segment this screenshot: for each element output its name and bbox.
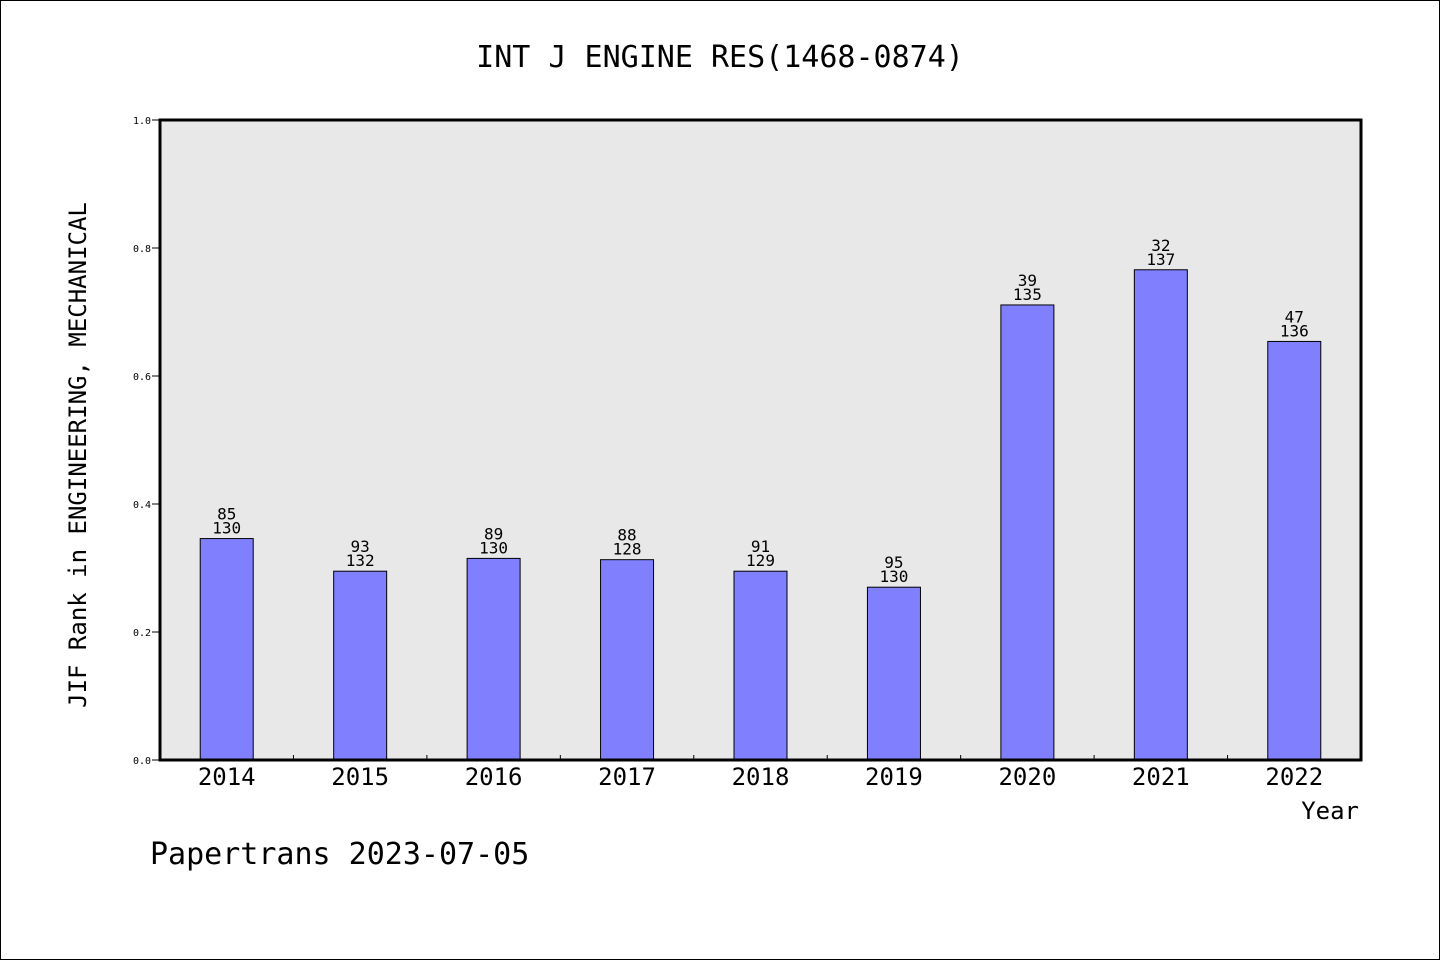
bar-total-label: 130 bbox=[212, 519, 241, 538]
bar-total-label: 129 bbox=[746, 551, 775, 570]
bar-2017 bbox=[600, 559, 655, 761]
bar-rank-label: 88 bbox=[617, 526, 636, 545]
bar-total-label: 135 bbox=[1013, 285, 1042, 304]
bar-2022 bbox=[1267, 340, 1322, 761]
x-tick-label: 2019 bbox=[865, 763, 923, 791]
y-axis: 0.0 0.2 0.4 0.6 0.8 1.0 bbox=[133, 116, 160, 767]
x-tick-label: 2018 bbox=[732, 763, 790, 791]
bar-2019 bbox=[866, 586, 921, 761]
plot-border bbox=[158, 118, 1363, 762]
y-tick-label: 0.2 bbox=[133, 628, 151, 639]
y-tick-label: 0.6 bbox=[133, 372, 151, 383]
bar-2016 bbox=[466, 557, 521, 761]
bar-2015 bbox=[333, 570, 388, 761]
x-tick-label: 2016 bbox=[465, 763, 523, 791]
bar-rank-label: 32 bbox=[1151, 236, 1170, 255]
bars bbox=[199, 269, 1322, 761]
bar-rank-label: 47 bbox=[1285, 307, 1304, 326]
x-tick-label: 2015 bbox=[331, 763, 389, 791]
x-tick-label: 2020 bbox=[998, 763, 1056, 791]
bar-total-label: 130 bbox=[879, 567, 908, 586]
bar-2020 bbox=[1000, 304, 1055, 761]
bar-rank-label: 93 bbox=[351, 537, 370, 556]
x-tick-label: 2022 bbox=[1265, 763, 1323, 791]
x-tick-label: 2021 bbox=[1132, 763, 1190, 791]
bar-rank-label: 95 bbox=[884, 553, 903, 572]
x-axis: 2014 2015 2016 2017 2018 2019 2020 2021 2022 bbox=[198, 755, 1323, 791]
x-tick-label: 2014 bbox=[198, 763, 256, 791]
bar-total-label: 128 bbox=[613, 540, 642, 559]
y-tick-label: 0.0 bbox=[133, 756, 151, 767]
bar-2014 bbox=[199, 538, 254, 761]
bar-2018 bbox=[733, 570, 788, 761]
bar-rank-label: 89 bbox=[484, 524, 503, 543]
y-tick-label: 0.4 bbox=[133, 500, 151, 511]
x-tick-label: 2017 bbox=[598, 763, 656, 791]
bar-rank-label: 39 bbox=[1018, 271, 1037, 290]
chart-title: INT J ENGINE RES(1468-0874) bbox=[476, 40, 964, 75]
footer-credit: Papertrans 2023-07-05 bbox=[150, 837, 529, 872]
bar-total-label: 136 bbox=[1280, 321, 1309, 340]
bar-rank-label: 91 bbox=[751, 537, 770, 556]
bar-rank-label: 85 bbox=[217, 505, 236, 524]
bar-2021 bbox=[1133, 269, 1188, 761]
x-axis-label: Year bbox=[1301, 797, 1359, 825]
y-axis-label: JIF Rank in ENGINEERING, MECHANICAL bbox=[64, 202, 92, 708]
bar-total-label: 137 bbox=[1146, 250, 1175, 269]
y-tick-label: 1.0 bbox=[133, 116, 151, 127]
bar-total-label: 132 bbox=[346, 551, 375, 570]
y-tick-label: 0.8 bbox=[133, 244, 151, 255]
bar-total-label: 130 bbox=[479, 538, 508, 557]
